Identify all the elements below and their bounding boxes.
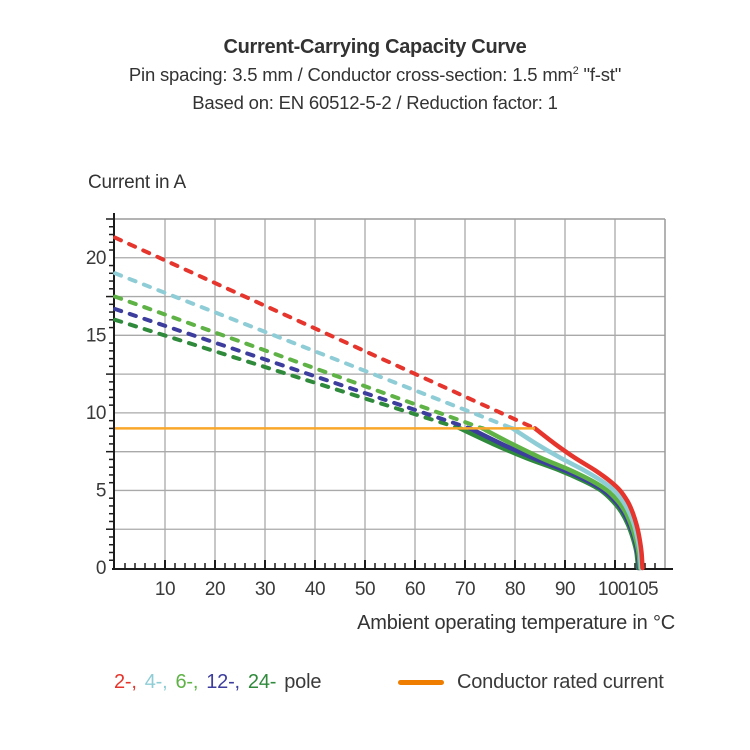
x-tick-label: 60 <box>405 579 425 600</box>
x-tick-label: 90 <box>555 579 575 600</box>
pole-legend-token-24-pole: 24- <box>247 670 277 693</box>
series-24-pole-dashed <box>113 317 462 431</box>
rated-current-legend: Conductor rated current <box>398 668 664 696</box>
x-tick-label: 105 <box>628 579 658 600</box>
series-12-pole-dashed <box>113 307 472 431</box>
pole-legend-token-6-pole: 6-, <box>175 670 199 693</box>
x-tick-label: 70 <box>455 579 475 600</box>
series-6-pole-dashed <box>113 294 485 431</box>
x-axis-title: Ambient operating temperature in °C <box>357 612 675 634</box>
pole-legend-suffix: pole <box>284 670 322 693</box>
series-2-pole-solid <box>532 426 645 571</box>
rated-current-legend-label: Conductor rated current <box>457 670 664 693</box>
chart-subtitle-spec: Pin spacing: 3.5 mm / Conductor cross-se… <box>128 64 622 85</box>
y-tick-label: 5 <box>96 480 106 501</box>
x-tick-label: 100 <box>598 579 628 600</box>
chart-subtitle-standard: Based on: EN 60512-5-2 / Reduction facto… <box>192 92 558 113</box>
y-tick-label: 0 <box>96 558 106 579</box>
pole-legend-token-2-pole: 2-, <box>114 670 137 693</box>
y-tick-label: 10 <box>86 403 106 424</box>
x-tick-label: 50 <box>355 579 375 600</box>
series-2-pole-dashed <box>113 235 537 431</box>
y-axis-title: Current in A <box>88 172 186 193</box>
series-4-pole-solid <box>510 426 644 571</box>
superscript-2: 2 <box>572 64 579 77</box>
pole-count-legend: 2-, 4-, 6-, 12-, 24- pole <box>114 668 329 696</box>
x-tick-label: 80 <box>505 579 525 600</box>
y-tick-label: 20 <box>86 248 106 269</box>
chart-header: Current-Carrying Capacity Curve Pin spac… <box>0 33 750 117</box>
y-tick-label: 15 <box>86 325 106 346</box>
x-tick-label: 10 <box>155 579 175 600</box>
x-tick-label: 30 <box>255 579 275 600</box>
pole-legend-token-4-pole: 4-, <box>144 670 168 693</box>
x-tick-label: 40 <box>305 579 325 600</box>
pole-legend-token-12-pole: 12-, <box>206 670 240 693</box>
series-4-pole-dashed <box>113 271 515 431</box>
legend-row: 2-, 4-, 6-, 12-, 24- pole Conductor rated cur… <box>0 668 750 698</box>
rated-current-line-swatch <box>398 679 444 685</box>
chart-title: Current-Carrying Capacity Curve <box>223 36 527 58</box>
x-tick-label: 20 <box>205 579 225 600</box>
